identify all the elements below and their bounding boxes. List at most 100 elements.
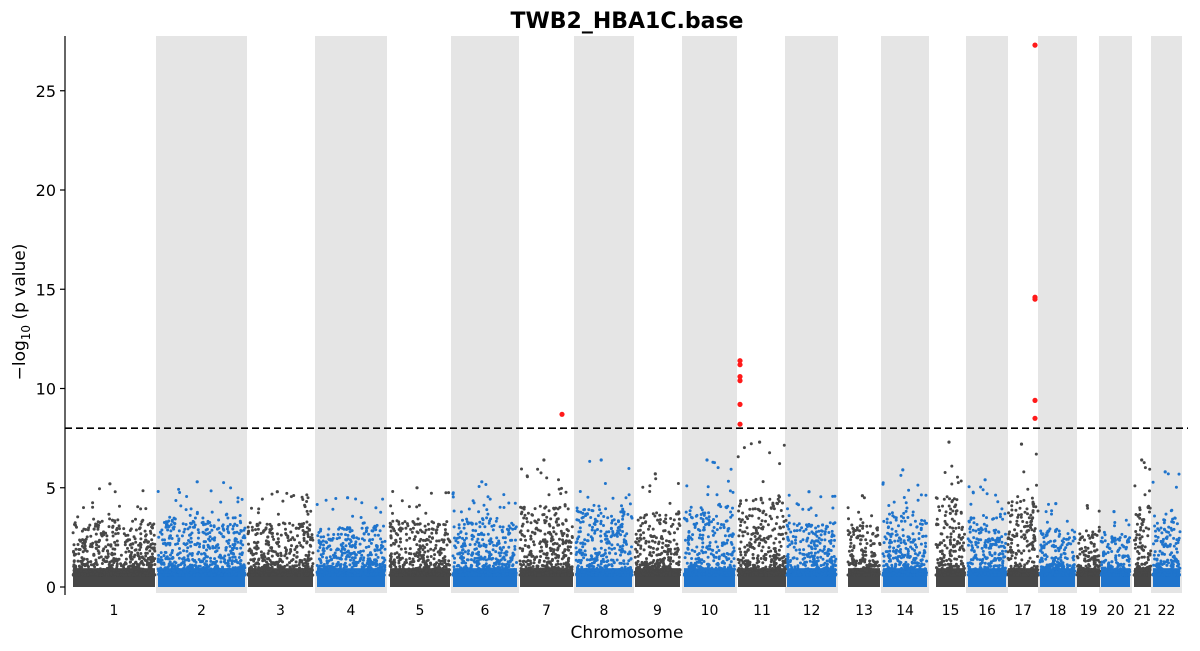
snp-point (114, 532, 118, 536)
snp-point (429, 555, 433, 558)
snp-point (153, 563, 157, 566)
snp-point (130, 551, 134, 554)
snp-point (485, 508, 489, 512)
snp-point (613, 546, 616, 550)
snp-point (518, 573, 522, 577)
snp-point (231, 555, 235, 559)
snp-point (89, 563, 93, 567)
snp-point (389, 555, 393, 559)
snp-point (291, 523, 295, 527)
snp-point (636, 543, 640, 547)
snp-point (489, 570, 492, 574)
snp-point (351, 561, 355, 565)
snp-point (329, 548, 333, 552)
snp-point (215, 527, 219, 531)
snp-point (388, 525, 392, 529)
snp-point (424, 511, 428, 515)
snp-point (199, 560, 202, 564)
snp-point (166, 573, 170, 577)
snp-point (136, 551, 140, 555)
snp-point (139, 552, 143, 555)
snp-point (421, 544, 425, 548)
snp-point (153, 542, 157, 546)
snp-point (583, 542, 587, 546)
snp-point (239, 529, 243, 532)
snp-point (411, 573, 415, 577)
snp-point (94, 560, 98, 564)
snp-point (673, 531, 676, 535)
snp-point (462, 543, 466, 547)
snp-point (330, 558, 333, 562)
snp-point (596, 514, 600, 518)
snp-point (158, 530, 162, 534)
snp-point (658, 518, 662, 522)
snp-point (144, 534, 147, 538)
snp-point (562, 562, 566, 566)
snp-peak-point-2 (195, 480, 199, 484)
snp-point (459, 570, 463, 574)
snp-point (358, 542, 362, 546)
snp-point (597, 504, 601, 508)
snp-point (311, 562, 315, 566)
snp-point (138, 541, 142, 545)
snp-point (352, 564, 356, 568)
snp-point (379, 543, 383, 547)
snp-point (192, 573, 196, 577)
snp-point (494, 550, 498, 554)
snp-point (226, 567, 230, 571)
snp-point (277, 560, 281, 564)
snp-point (212, 573, 216, 577)
snp-point (370, 569, 374, 573)
snp-point (128, 543, 132, 547)
snp-point (126, 546, 129, 550)
snp-point (461, 556, 464, 560)
snp-point (258, 521, 262, 525)
snp-point (463, 550, 467, 554)
snp-point (636, 518, 640, 522)
snp-point (581, 573, 585, 577)
snp-point (129, 560, 132, 564)
snp-point (195, 573, 199, 577)
snp-point (281, 560, 284, 564)
snp-point (403, 520, 407, 524)
snp-point (515, 561, 518, 564)
snp-point (530, 530, 534, 534)
snp-point (483, 570, 487, 574)
snp-point (593, 557, 597, 561)
snp-point (492, 573, 496, 577)
snp-point (115, 562, 119, 566)
snp-point (352, 534, 355, 538)
snp-point (80, 572, 84, 576)
snp-point (578, 530, 582, 534)
snp-point (139, 545, 143, 549)
snp-point (225, 512, 229, 516)
snp-point (288, 521, 292, 525)
snp-point (76, 515, 80, 519)
snp-point (434, 543, 438, 547)
snp-point (209, 524, 213, 528)
snp-point (563, 553, 567, 557)
snp-point (628, 502, 632, 506)
snp-point (78, 548, 82, 551)
snp-point (246, 525, 250, 529)
snp-point (624, 539, 628, 543)
snp-point (268, 530, 272, 534)
snp-point (459, 530, 463, 534)
snp-point (323, 565, 327, 569)
snp-point (152, 533, 156, 537)
snp-point (267, 567, 271, 571)
snp-point (238, 514, 242, 517)
snp-point (277, 523, 281, 526)
snp-point (322, 543, 325, 547)
snp-point (146, 540, 150, 544)
snp-point (621, 514, 625, 518)
snp-point (276, 552, 280, 556)
snp-point (116, 531, 120, 535)
snp-point (388, 559, 392, 563)
snp-point (169, 534, 172, 538)
snp-point (569, 551, 573, 555)
snp-point (284, 527, 287, 531)
snp-point (276, 542, 279, 546)
snp-point (507, 545, 511, 549)
snp-point (107, 525, 111, 529)
